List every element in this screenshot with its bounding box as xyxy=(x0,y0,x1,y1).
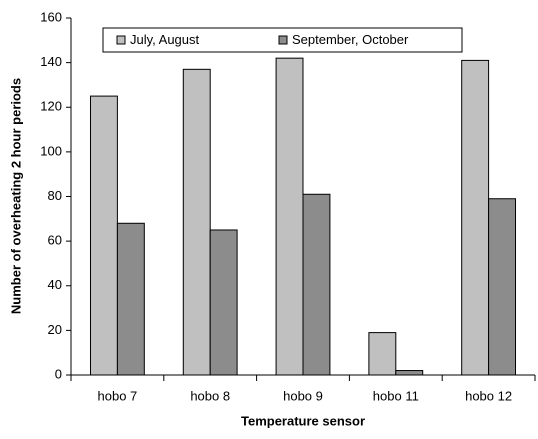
y-tick-label: 160 xyxy=(40,9,62,24)
bar xyxy=(368,332,397,376)
bar xyxy=(461,59,490,376)
bar xyxy=(182,68,211,376)
legend-swatch xyxy=(278,35,288,45)
y-tick-label: 140 xyxy=(40,54,62,69)
x-tick-label: hobo 12 xyxy=(465,388,512,403)
x-tick-label: hobo 7 xyxy=(98,388,138,403)
x-tick-label: hobo 11 xyxy=(373,388,419,403)
y-tick-label: 80 xyxy=(48,188,62,203)
y-tick-label: 40 xyxy=(48,277,62,292)
legend-swatch xyxy=(116,35,126,45)
bar xyxy=(209,229,238,376)
legend-label: September, October xyxy=(292,32,409,47)
y-axis-label: Number of overheating 2 hour periods xyxy=(8,78,23,314)
bar xyxy=(395,370,424,376)
bar xyxy=(302,193,331,376)
legend-label: July, August xyxy=(130,32,200,47)
bar xyxy=(488,198,517,376)
x-tick-label: hobo 8 xyxy=(190,388,230,403)
x-tick-label: hobo 9 xyxy=(283,388,323,403)
bar xyxy=(89,95,118,376)
y-tick-label: 100 xyxy=(40,143,62,158)
y-tick-label: 60 xyxy=(48,233,62,248)
y-tick-label: 0 xyxy=(55,366,62,381)
y-tick-label: 120 xyxy=(40,99,62,114)
x-axis-label: Temperature sensor xyxy=(241,413,365,428)
y-tick-label: 20 xyxy=(48,322,62,337)
bar xyxy=(116,222,145,376)
bar xyxy=(275,57,304,376)
